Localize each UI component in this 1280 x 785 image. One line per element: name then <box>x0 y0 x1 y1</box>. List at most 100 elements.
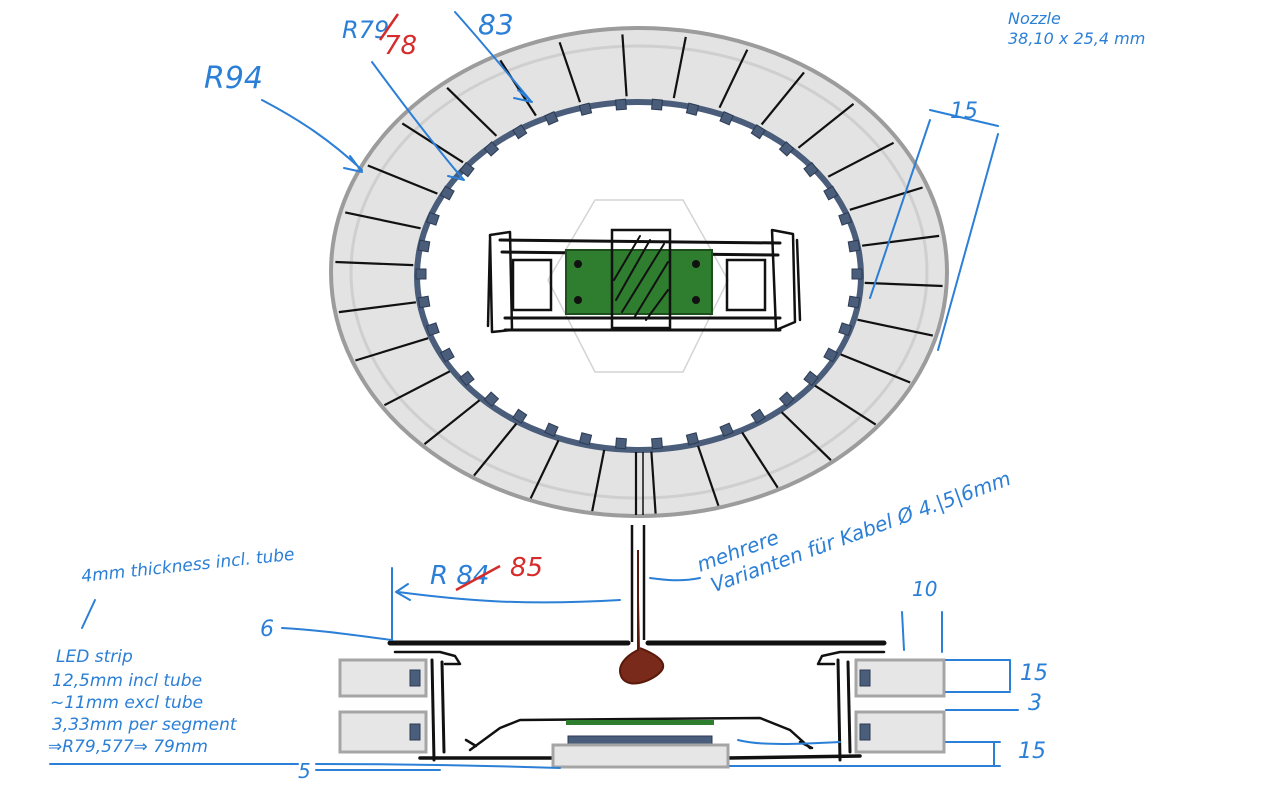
right-led-chip-upper <box>859 669 871 687</box>
inner-pcb <box>566 720 714 725</box>
pcb-hole-1 <box>574 260 582 268</box>
ring-segment-line <box>696 445 720 507</box>
board-right-clip <box>770 228 802 332</box>
right-wall <box>836 658 852 762</box>
ring-led-marker <box>578 432 593 446</box>
ring-segment-line <box>780 411 832 461</box>
ring-segment-line <box>344 211 421 230</box>
ring-led-marker <box>823 347 839 363</box>
ring-led-marker <box>651 98 663 111</box>
ring-segment-line <box>473 422 518 477</box>
r78-leader <box>371 61 465 181</box>
label-r85: 85 <box>510 553 543 583</box>
cable-tube <box>630 525 646 642</box>
left-led-chip-lower <box>409 723 421 741</box>
ring-led-marker <box>417 239 431 253</box>
ring-led-marker <box>778 141 795 157</box>
r79-strike <box>378 13 400 41</box>
top-annotations <box>261 11 999 582</box>
ring-band-shade <box>349 44 929 500</box>
pcb-hole-2 <box>574 296 582 304</box>
ring-segment-line <box>840 353 911 384</box>
ring-segment-line <box>797 103 855 149</box>
label-5: 5 <box>298 759 311 783</box>
r94-leader <box>261 99 363 173</box>
d15-side-upper <box>945 659 1011 693</box>
d5-leader <box>315 763 1001 771</box>
d15-top-dim <box>869 109 999 351</box>
label-3: 3 <box>1028 691 1042 716</box>
ring-led-marker <box>651 437 663 450</box>
right-led-lower <box>854 710 946 754</box>
ring-led-marker <box>615 98 627 111</box>
board-right-window <box>725 258 767 312</box>
ring-segment-line <box>650 451 657 514</box>
label-r94: R94 <box>204 61 263 96</box>
cable-brown <box>619 550 665 685</box>
right-led-upper <box>854 658 946 698</box>
ring-segment-line <box>760 71 805 126</box>
label-r79-struck: R79 <box>342 13 400 44</box>
center-board <box>486 228 802 334</box>
r85-dim <box>391 567 621 641</box>
pcb-connector <box>610 228 672 330</box>
d15-side-lower <box>737 739 1001 767</box>
d10-dim <box>901 611 943 653</box>
ring-led-markers <box>415 98 863 450</box>
ring-led-marker <box>425 211 440 226</box>
label-6: 6 <box>260 617 274 642</box>
label-15-top: 15 <box>950 99 978 124</box>
ring-segment-line <box>355 337 429 362</box>
ring-led-marker <box>512 408 528 424</box>
ring-segment-line <box>446 87 498 137</box>
ring-led-marker <box>719 422 734 437</box>
ring-led-marker <box>512 124 528 140</box>
ring-led-marker <box>544 422 559 437</box>
r84-strike <box>455 564 501 592</box>
pcb-green <box>565 249 713 315</box>
ring-segment-line <box>338 301 417 314</box>
ring-segment-line <box>529 439 560 499</box>
ring-segment-line <box>558 41 582 103</box>
ring-led-marker <box>847 295 861 309</box>
ring-segment-line <box>423 399 481 445</box>
ring-segment-line <box>499 59 537 117</box>
label-15-side-a: 15 <box>1020 661 1048 686</box>
ring-segment-line <box>864 281 943 288</box>
base-block <box>551 743 730 769</box>
ring-led-marker <box>685 432 700 446</box>
d6-leader <box>281 627 393 641</box>
ring-segment-line <box>367 164 438 195</box>
ring-led-marker <box>823 185 839 201</box>
ring-led-marker <box>459 370 475 387</box>
side-view <box>338 525 946 769</box>
bottom-plate <box>418 754 862 760</box>
thickness-leader <box>81 599 96 629</box>
board-left-window <box>511 258 553 312</box>
ring-led-marker <box>439 185 455 201</box>
label-thickness: 4mm thickness incl. tube <box>80 545 295 587</box>
ring-led-marker <box>838 322 853 337</box>
ring-led-marker <box>425 322 440 337</box>
ring-segment-line <box>718 49 749 109</box>
ring-segment-line <box>814 384 877 426</box>
ring-led-marker <box>439 347 455 363</box>
ring-led-marker <box>417 295 431 309</box>
ring-led-marker <box>483 141 500 157</box>
ring-led-marker <box>803 370 819 387</box>
ring-segment-line <box>849 186 923 211</box>
pcb-hatching <box>613 235 669 321</box>
label-r84-struck: R 84 <box>430 561 501 592</box>
ring-led-marker <box>838 211 853 226</box>
ring-segment-line <box>335 260 414 267</box>
top-plate-lower <box>393 650 886 666</box>
ring-led-marker <box>851 268 863 280</box>
left-led-chip-upper <box>409 669 421 687</box>
ring-segment-line <box>741 431 779 489</box>
pcb-hole-3 <box>692 260 700 268</box>
label-r78: 78 <box>384 31 417 61</box>
ring-segment-line <box>672 36 687 99</box>
ring-led-marker <box>483 391 500 407</box>
ring-led-marker <box>615 437 627 450</box>
ring-led-marker <box>578 102 593 116</box>
